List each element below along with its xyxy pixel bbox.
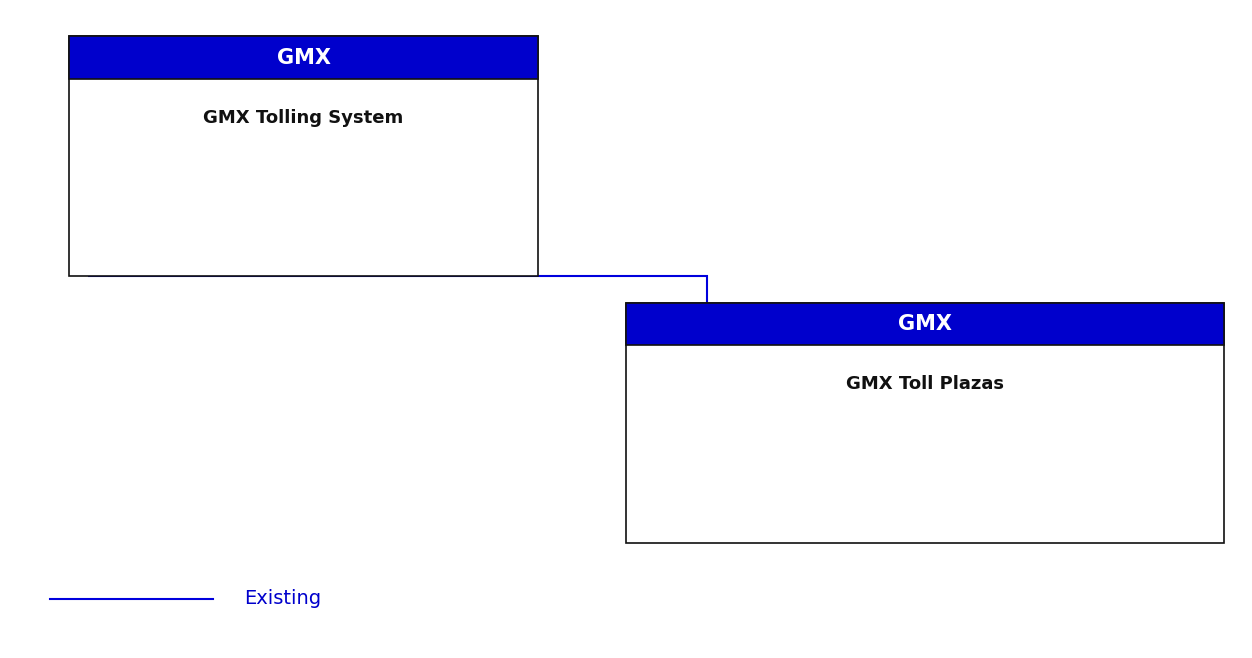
Bar [626,303,1224,543]
Bar [626,303,1224,345]
Text: Existing: Existing [244,590,322,608]
Bar [69,36,538,79]
Text: GMX: GMX [277,47,331,68]
Text: GMX: GMX [898,314,953,334]
Text: GMX Tolling System: GMX Tolling System [204,109,403,126]
Bar [69,36,538,276]
Text: GMX Toll Plazas: GMX Toll Plazas [846,375,1004,393]
